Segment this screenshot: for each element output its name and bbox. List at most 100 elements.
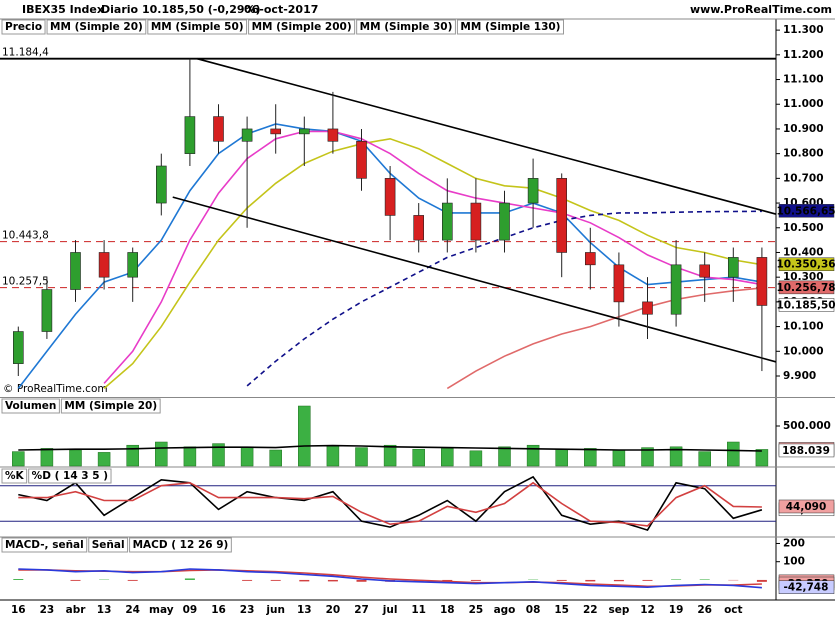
volume-bar [526,444,540,467]
volume-bar [412,448,425,467]
legend-box [147,19,248,35]
legend-box [456,19,564,35]
watermark: © ProRealTime.com [3,383,108,395]
x-tick-label: oct [724,604,742,616]
value-label: 10.350,36 [776,259,835,271]
candle-body [213,116,224,142]
value-label-box [778,580,835,594]
y-tick-label: 10.700 [783,172,824,184]
x-tick-label: may [149,604,174,616]
legend-box [60,398,161,414]
period: Diario [101,3,139,16]
y-tick-label: 11.300 [783,24,824,36]
histogram-bar [642,579,653,581]
candle-body [699,264,711,278]
value-label: 10.566,65 [776,205,835,217]
x-tick-label: 09 [183,604,198,616]
legend-box [129,537,232,553]
y-tick-label: 10.500 [783,222,824,234]
value-label: 10.185,50 [776,299,835,311]
legend-box [1,468,28,484]
volume-bar [298,405,311,467]
candle-body [384,178,396,216]
candle-body [156,165,167,204]
y-tick-label: 10.800 [783,148,824,160]
x-tick-label: 16 [211,604,226,616]
volume-bar [240,447,254,467]
x-tick-label: 15 [554,604,569,616]
histogram-bar [613,579,624,582]
horizontal-line-label: 11.184,4 [2,47,49,59]
volume-bar [698,451,711,467]
volume-bar [469,450,483,467]
horizontal-line-label: 10.443,8 [2,230,49,242]
volume-bar [584,448,597,467]
x-tick-label: 16 [11,604,26,616]
volume-bar [441,448,454,467]
legend-box [1,398,60,414]
histogram-bar [470,579,481,581]
candle-body [499,202,510,241]
x-tick-label: jul [382,604,398,616]
legend-label: MM (Simple 50) [151,21,244,33]
line [446,287,762,390]
histogram-bar [671,579,682,580]
candle-body [613,264,625,303]
histogram-bar [585,579,596,582]
legend-box [88,537,129,553]
legend-label: Señal [92,539,125,551]
candle-body [441,202,453,241]
x-tick-label: 18 [440,604,455,616]
x-tick-label: 12 [640,604,655,616]
volume-bar [383,444,397,467]
histogram-bar [442,579,453,582]
trendline [172,196,777,363]
x-tick-label: 27 [354,604,369,616]
volume-bar [40,448,54,467]
candle-body [642,301,653,315]
x-tick-label: jun [265,604,285,616]
value-label-box [778,298,835,312]
candle-body [270,128,282,135]
legend-box [1,537,88,553]
line [18,568,762,589]
volume-bar [641,447,654,467]
volume-bar [612,449,626,467]
line [103,137,763,390]
legend-box [46,19,147,35]
x-tick-label: 13 [97,604,112,616]
horizontal-line-label: 10.257,5 [2,276,49,288]
line [103,130,763,384]
volume-bar [97,452,111,467]
histogram-bar [242,579,253,581]
candle-body [356,140,367,179]
volume-bar [326,445,340,467]
histogram-bar [327,579,338,582]
candle-body [470,202,482,241]
histogram-bar [127,579,138,581]
candle-body [98,252,110,278]
legend-label: Precio [5,21,42,33]
x-tick-label: 22 [583,604,598,616]
legend-label: Volumen [5,400,56,412]
y-tick-label: 200 [783,537,805,549]
legend-box [28,468,112,484]
volume-bar [183,446,197,467]
candle-body [184,116,196,154]
y-tick-label: 11.100 [783,74,824,86]
volume-bar [155,441,168,467]
legend-label: MM (Simple 200) [252,21,352,33]
volume-bar [269,449,282,467]
legend-label: MACD ( 12 26 9) [133,539,229,551]
candle-body [413,215,425,241]
histogram-bar [699,579,710,580]
x-tick-label: ago [494,604,516,616]
value-label: 44,090 [786,501,827,513]
x-tick-label: 11 [411,604,426,616]
volume-bar [727,441,740,467]
histogram-bar [270,579,281,581]
x-tick-label: sep [608,604,629,616]
value-label: 10.256,78 [776,282,835,294]
